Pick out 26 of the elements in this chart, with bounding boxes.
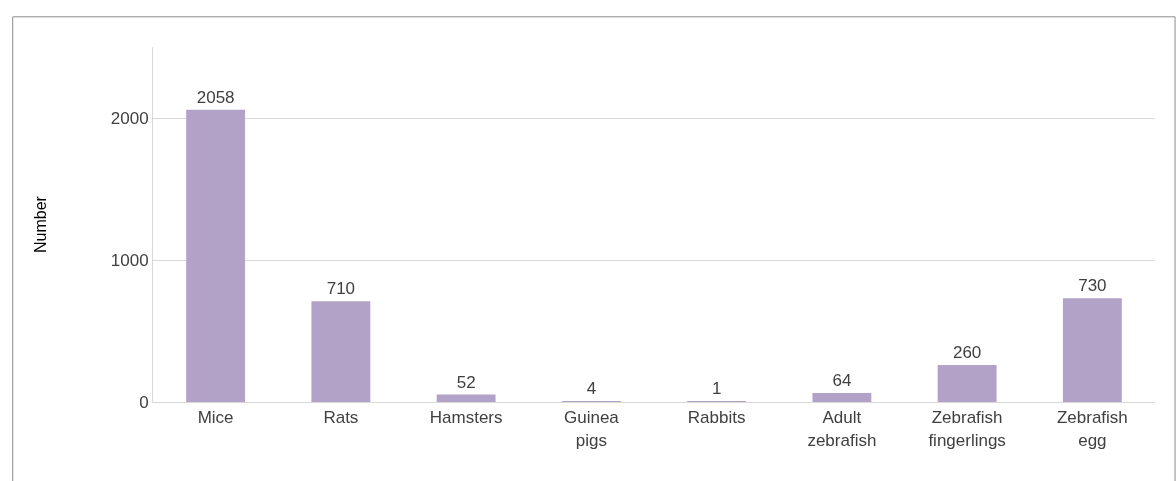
x-tick-label: Zebrafish egg [1056,408,1128,450]
data-label: 52 [456,372,476,392]
data-label: 260 [952,343,982,363]
data-label: 1 [711,379,722,398]
x-tick-label: Hamsters [429,408,503,428]
x-tick-label: Mice [197,408,234,428]
bar [937,365,997,402]
bar [186,109,246,402]
data-label: 64 [832,370,852,390]
bar [436,394,496,402]
x-tick-label: Rabbits [687,408,746,428]
bar [1062,298,1122,402]
y-tick-label: 2000 [110,108,149,128]
data-label: 4 [586,379,597,398]
x-tick-label: Zebrafish fingerlings [928,408,1006,450]
x-tick-label: Guinea pigs [563,408,620,450]
y-tick-label: 1000 [110,250,149,270]
x-tick-label: Rats [323,408,359,428]
bar [812,392,872,402]
x-tick-label: Adult zebrafish [807,408,877,450]
y-tick-label: 0 [139,392,149,412]
bar [311,301,371,402]
data-label: 730 [1078,276,1107,296]
y-axis-title: Number [31,195,49,253]
data-label: 710 [326,279,356,299]
data-label: 2058 [196,87,235,107]
